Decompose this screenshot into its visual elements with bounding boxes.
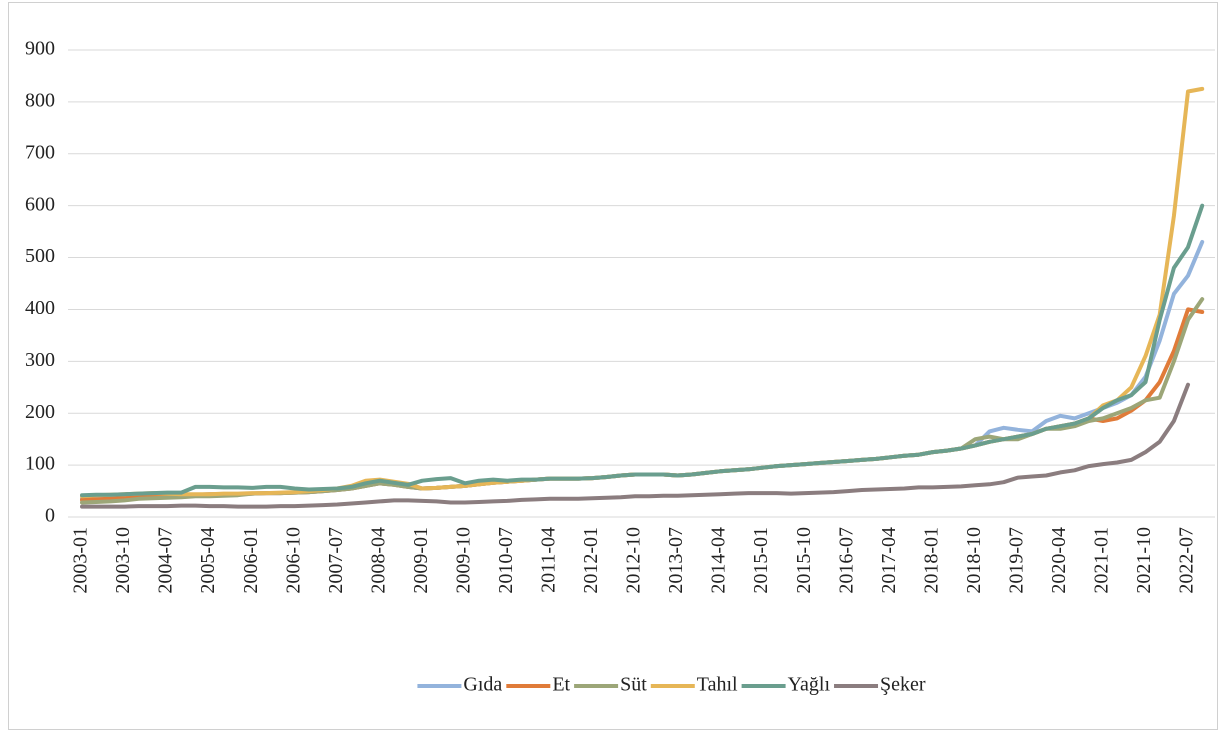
x-tick-label: 2009-01 [410, 527, 432, 594]
x-tick-label: 2021-10 [1133, 527, 1155, 594]
x-tick-label: 2005-04 [197, 527, 219, 594]
legend-label: Et [552, 674, 570, 696]
y-tick-label: 200 [25, 401, 55, 423]
x-tick-label: 2015-01 [750, 527, 772, 594]
x-tick-label: 2006-10 [282, 527, 304, 594]
legend-label: Tahıl [697, 674, 738, 696]
series-line [80, 382, 1190, 509]
x-tick-label: 2016-07 [835, 527, 857, 594]
y-tick-label: 600 [25, 193, 55, 215]
x-tick-label: 2018-01 [920, 527, 942, 594]
legend-label: Süt [620, 674, 647, 696]
y-tick-label: 0 [45, 505, 55, 527]
x-tick-label: 2019-07 [1005, 527, 1027, 594]
x-tick-label: 2003-10 [112, 527, 134, 594]
x-tick-label: 2012-10 [623, 527, 645, 594]
x-tick-label: 2007-07 [325, 527, 347, 594]
x-tick-label: 2009-10 [452, 527, 474, 594]
series-line [80, 203, 1205, 498]
x-tick-label: 2012-01 [580, 527, 602, 594]
x-tick-label: 2006-01 [240, 527, 262, 594]
y-tick-label: 400 [25, 297, 55, 319]
y-tick-label: 500 [25, 245, 55, 267]
y-tick-label: 100 [25, 453, 55, 475]
chart-frame [8, 2, 1218, 730]
x-tick-label: 2021-01 [1091, 527, 1113, 594]
x-tick-label: 2011-04 [538, 527, 560, 593]
x-tick-label: 2017-04 [878, 527, 900, 594]
x-tick-label: 2014-04 [708, 527, 730, 594]
y-tick-label: 900 [25, 38, 55, 60]
x-tick-label: 2015-10 [793, 527, 815, 594]
legend-label: Gıda [463, 674, 502, 696]
y-tick-label: 700 [25, 141, 55, 163]
x-tick-label: 2022-07 [1176, 527, 1198, 594]
x-tick-label: 2008-04 [367, 527, 389, 594]
y-tick-label: 300 [25, 349, 55, 371]
x-tick-label: 2010-07 [495, 527, 517, 594]
x-tick-label: 2020-04 [1048, 527, 1070, 594]
legend-label: Şeker [880, 674, 926, 696]
x-tick-label: 2004-07 [155, 527, 177, 594]
x-tick-label: 2018-10 [963, 527, 985, 594]
x-tick-label: 2003-01 [70, 527, 92, 594]
y-tick-label: 800 [25, 89, 55, 111]
legend-label: Yağlı [788, 674, 831, 696]
x-tick-label: 2013-07 [665, 527, 687, 594]
